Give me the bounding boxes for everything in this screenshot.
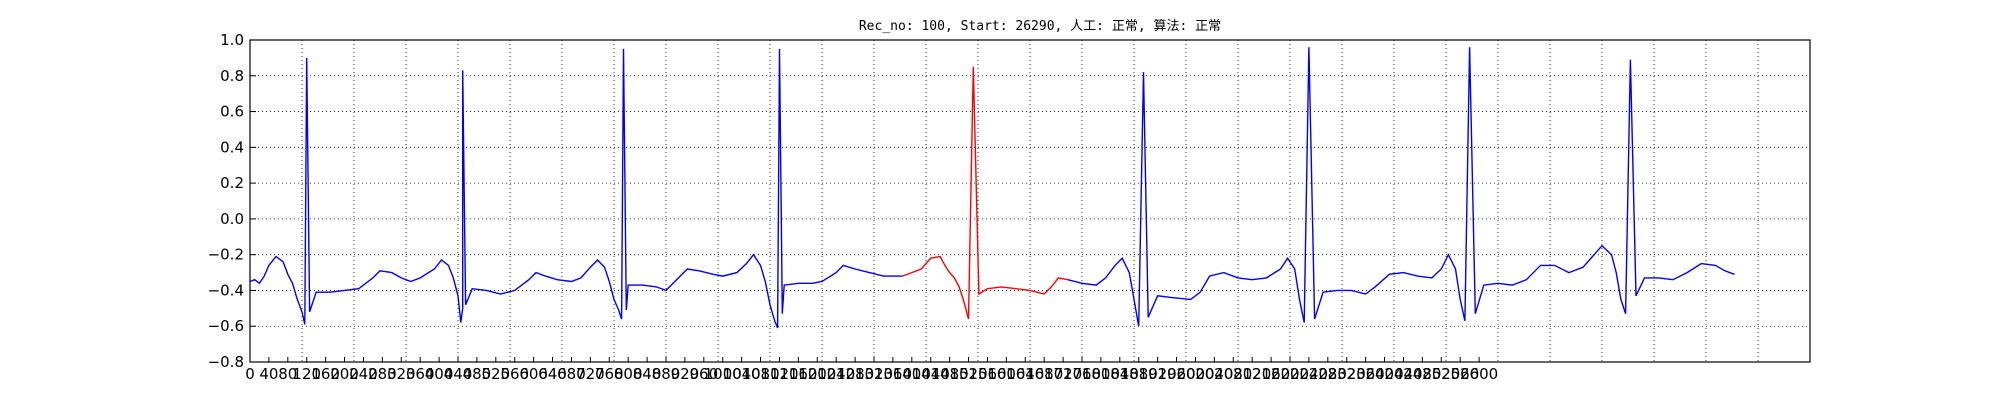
ecg-series-normal-part2 <box>1067 47 1735 327</box>
x-tick-label: 1320 <box>855 365 893 383</box>
x-tick-label: 560 <box>500 365 529 383</box>
y-tick-label: 0.4 <box>220 138 244 156</box>
x-tick-label: 1120 <box>760 365 798 383</box>
x-tick-label: 40 <box>259 365 278 383</box>
x-tick-label: 1160 <box>779 365 817 383</box>
ecg-series-normal-part1 <box>249 48 903 329</box>
x-tick-label: 80 <box>278 365 297 383</box>
x-tick-label: 1720 <box>1044 365 1082 383</box>
x-tick-label: 760 <box>595 365 624 383</box>
x-tick-label: 520 <box>481 365 510 383</box>
x-tick-label: 1880 <box>1120 365 1158 383</box>
x-tick-label: 720 <box>576 365 605 383</box>
x-tick-label: 680 <box>557 365 586 383</box>
x-tick-label: 1840 <box>1101 365 1139 383</box>
y-tick-label: −0.2 <box>208 246 244 264</box>
x-tick-label: 1280 <box>836 365 874 383</box>
x-tick-label: 360 <box>406 365 435 383</box>
x-tick-label: 2320 <box>1328 365 1366 383</box>
y-tick-label: −0.8 <box>208 353 244 371</box>
plot-frame <box>249 39 1811 363</box>
ecg-series-highlight <box>902 66 1068 320</box>
x-tick-label: 1240 <box>817 365 855 383</box>
grid <box>249 39 1811 363</box>
x-tick-label: 1200 <box>798 365 836 383</box>
x-tick-label: 2360 <box>1347 365 1385 383</box>
y-tick-label: 1.0 <box>220 31 244 49</box>
x-tick-label: 920 <box>671 365 700 383</box>
x-tick-label: 2520 <box>1422 365 1460 383</box>
x-tick-label: 120 <box>292 365 321 383</box>
y-tick-label: −0.6 <box>208 317 244 335</box>
x-tick-label: 480 <box>463 365 492 383</box>
x-tick-label: 880 <box>652 365 681 383</box>
x-tick-label: 160 <box>311 365 340 383</box>
x-tick-label: 320 <box>387 365 416 383</box>
x-tick-label: 1600 <box>987 365 1025 383</box>
x-tick-label: 440 <box>444 365 473 383</box>
x-tick-label: 2440 <box>1384 365 1422 383</box>
x-tick-label: 840 <box>633 365 662 383</box>
x-tick-label: 1440 <box>912 365 950 383</box>
x-tick-label: 640 <box>538 365 567 383</box>
x-tick-label: 2480 <box>1403 365 1441 383</box>
x-tick-label: 1040 <box>723 365 761 383</box>
x-tick-label: 2080 <box>1214 365 1252 383</box>
x-tick-label: 1360 <box>874 365 912 383</box>
x-tick-label: 1920 <box>1139 365 1177 383</box>
x-tick-label: 1760 <box>1063 365 1101 383</box>
x-tick-label: 280 <box>368 365 397 383</box>
x-tick-label: 2400 <box>1365 365 1403 383</box>
x-tick-label: 1080 <box>741 365 779 383</box>
x-tick-label: 1480 <box>931 365 969 383</box>
x-tick-label: 2120 <box>1233 365 1271 383</box>
x-tick-label: 1400 <box>893 365 931 383</box>
x-tick-label: 2240 <box>1290 365 1328 383</box>
x-tick-label: 1000 <box>704 365 742 383</box>
chart-title: Rec_no: 100, Start: 26290, 人工: 正常, 算法: 正… <box>859 19 1221 34</box>
x-tick-label: 600 <box>519 365 548 383</box>
x-tick-label: 200 <box>330 365 359 383</box>
x-tick-label: 1680 <box>1025 365 1063 383</box>
x-tick-label: 2000 <box>1176 365 1214 383</box>
x-tick-label: 0 <box>245 365 255 383</box>
x-tick-label: 2160 <box>1252 365 1290 383</box>
x-tick-label: 400 <box>425 365 454 383</box>
y-tick-label: 0.2 <box>220 174 244 192</box>
x-tick-label: 1960 <box>1157 365 1195 383</box>
x-tick-label: 2200 <box>1271 365 1309 383</box>
x-tick-label: 1560 <box>968 365 1006 383</box>
x-tick-label: 1800 <box>1082 365 1120 383</box>
x-tick-label: 960 <box>689 365 718 383</box>
x-tick-label: 800 <box>614 365 643 383</box>
series-group <box>249 47 1735 329</box>
axes: −0.8−0.6−0.4−0.20.00.20.40.60.81.00 40 801… <box>208 31 1811 383</box>
x-tick-label: 2280 <box>1309 365 1347 383</box>
y-tick-label: 0.0 <box>220 210 244 228</box>
y-tick-label: 0.8 <box>220 67 244 85</box>
x-tick-label: 1640 <box>1006 365 1044 383</box>
x-tick-label: 240 <box>349 365 378 383</box>
x-tick-label: 2600 <box>1460 365 1498 383</box>
x-tick-label: 1520 <box>949 365 987 383</box>
y-tick-label: −0.4 <box>208 281 244 299</box>
y-tick-label: 0.6 <box>220 103 244 121</box>
x-tick-label: 2040 <box>1195 365 1233 383</box>
x-tick-label: 2560 <box>1441 365 1479 383</box>
